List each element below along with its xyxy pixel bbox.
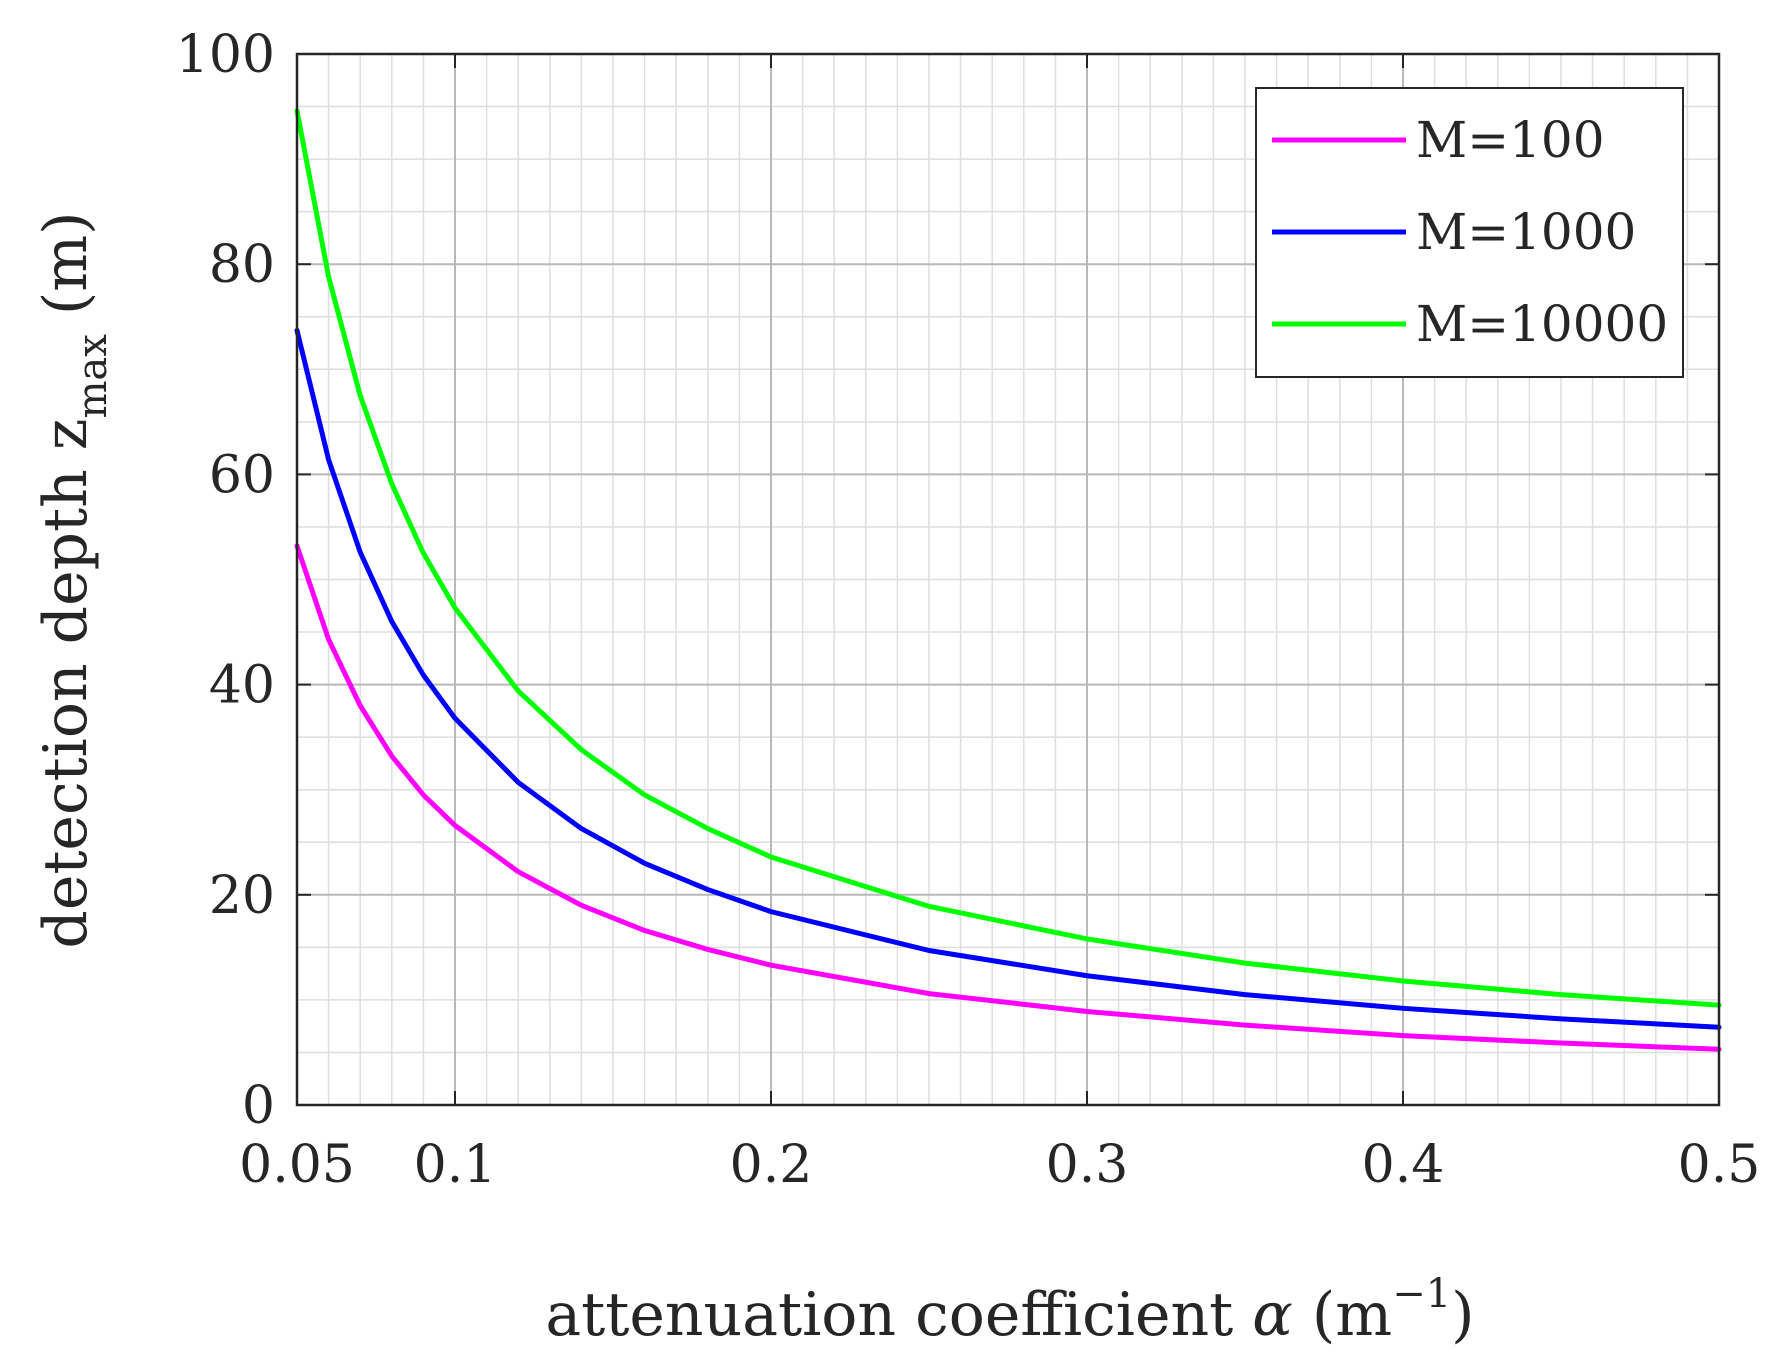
y-axis-title-subscript: max xyxy=(70,334,116,419)
plot-frame xyxy=(295,52,1721,1107)
y-tick-label: 20 xyxy=(209,866,275,926)
x-tick-label: 0.2 xyxy=(730,1135,813,1195)
series-layer xyxy=(294,108,1722,1052)
x-axis-title: attenuation coefficient α (m−1) xyxy=(545,1271,1474,1350)
y-axis-title-text: detection depth z xyxy=(31,419,101,949)
legend-entries: M=100 M=1000 M=10000 xyxy=(1272,111,1668,353)
minor-grid xyxy=(297,54,1719,1105)
y-tick-label: 100 xyxy=(176,25,275,85)
x-tick-label: 0.3 xyxy=(1046,1135,1129,1195)
y-axis-title-unit: (m) xyxy=(31,211,101,334)
x-tick-label: 0.05 xyxy=(239,1135,355,1195)
y-tick-label: 40 xyxy=(209,656,275,716)
y-tick-label: 80 xyxy=(209,235,275,295)
y-axis-title: detection depth zmax (m) xyxy=(31,211,116,948)
axis-ticks xyxy=(296,53,1720,1106)
x-tick-label: 0.5 xyxy=(1678,1135,1761,1195)
series-line-0 xyxy=(294,543,1722,1052)
series-line-2 xyxy=(294,108,1722,1008)
legend: M=100 M=1000 M=10000 xyxy=(1255,87,1684,378)
x-axis-title-unit-open: (m xyxy=(1293,1280,1392,1350)
x-axis-title-symbol: α xyxy=(1252,1280,1293,1350)
y-tick-label: 60 xyxy=(209,445,275,505)
x-axis-title-unit-close: ) xyxy=(1451,1280,1474,1350)
x-axis-title-unit-exp: −1 xyxy=(1392,1271,1451,1317)
y-tick-labels: 0 20 40 60 80 100 xyxy=(176,25,275,1136)
legend-label-2: M=10000 xyxy=(1416,295,1668,353)
x-tick-label: 0.4 xyxy=(1362,1135,1445,1195)
legend-label-1: M=1000 xyxy=(1416,203,1636,261)
y-tick-label: 0 xyxy=(242,1076,275,1136)
series-line-1 xyxy=(294,327,1722,1030)
x-tick-labels: 0.05 0.1 0.2 0.3 0.4 0.5 xyxy=(239,1135,1760,1195)
x-tick-label: 0.1 xyxy=(414,1135,497,1195)
x-axis-title-text: attenuation coefficient xyxy=(545,1280,1233,1350)
legend-label-0: M=100 xyxy=(1416,111,1605,169)
